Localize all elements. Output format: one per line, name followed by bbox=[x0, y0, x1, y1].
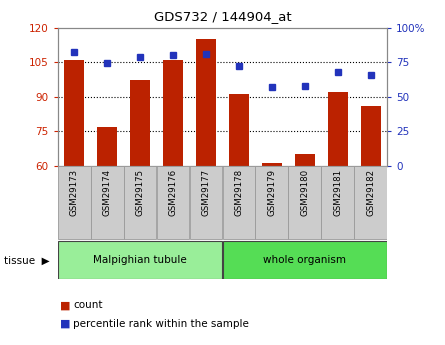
Bar bbox=[163, 60, 183, 166]
FancyBboxPatch shape bbox=[190, 166, 222, 239]
Text: ■: ■ bbox=[60, 300, 71, 310]
Text: GSM29179: GSM29179 bbox=[267, 169, 276, 216]
Bar bbox=[262, 163, 282, 166]
Bar bbox=[328, 92, 348, 166]
Bar bbox=[97, 127, 117, 166]
Text: ■: ■ bbox=[60, 319, 71, 328]
Bar bbox=[361, 106, 380, 166]
Bar bbox=[65, 60, 84, 166]
Text: GSM29182: GSM29182 bbox=[366, 169, 375, 216]
Text: GSM29174: GSM29174 bbox=[103, 169, 112, 216]
Bar bbox=[196, 39, 216, 166]
FancyBboxPatch shape bbox=[321, 166, 354, 239]
FancyBboxPatch shape bbox=[124, 166, 157, 239]
FancyBboxPatch shape bbox=[255, 166, 288, 239]
FancyBboxPatch shape bbox=[222, 240, 387, 279]
FancyBboxPatch shape bbox=[157, 166, 190, 239]
FancyBboxPatch shape bbox=[91, 166, 124, 239]
Bar bbox=[295, 154, 315, 166]
Text: tissue  ▶: tissue ▶ bbox=[4, 256, 50, 265]
Text: GSM29177: GSM29177 bbox=[202, 169, 210, 216]
Text: GSM29180: GSM29180 bbox=[300, 169, 309, 216]
FancyBboxPatch shape bbox=[288, 166, 321, 239]
Bar bbox=[229, 94, 249, 166]
Text: GSM29176: GSM29176 bbox=[169, 169, 178, 216]
Text: count: count bbox=[73, 300, 103, 310]
Text: GSM29173: GSM29173 bbox=[70, 169, 79, 216]
Text: GSM29175: GSM29175 bbox=[136, 169, 145, 216]
Text: GSM29178: GSM29178 bbox=[235, 169, 243, 216]
FancyBboxPatch shape bbox=[58, 240, 222, 279]
FancyBboxPatch shape bbox=[354, 166, 387, 239]
Text: Malpighian tubule: Malpighian tubule bbox=[93, 255, 187, 265]
Text: percentile rank within the sample: percentile rank within the sample bbox=[73, 319, 249, 328]
Text: GDS732 / 144904_at: GDS732 / 144904_at bbox=[154, 10, 291, 23]
Text: GSM29181: GSM29181 bbox=[333, 169, 342, 216]
Text: whole organism: whole organism bbox=[263, 255, 346, 265]
FancyBboxPatch shape bbox=[222, 166, 255, 239]
Bar bbox=[130, 80, 150, 166]
FancyBboxPatch shape bbox=[58, 166, 91, 239]
